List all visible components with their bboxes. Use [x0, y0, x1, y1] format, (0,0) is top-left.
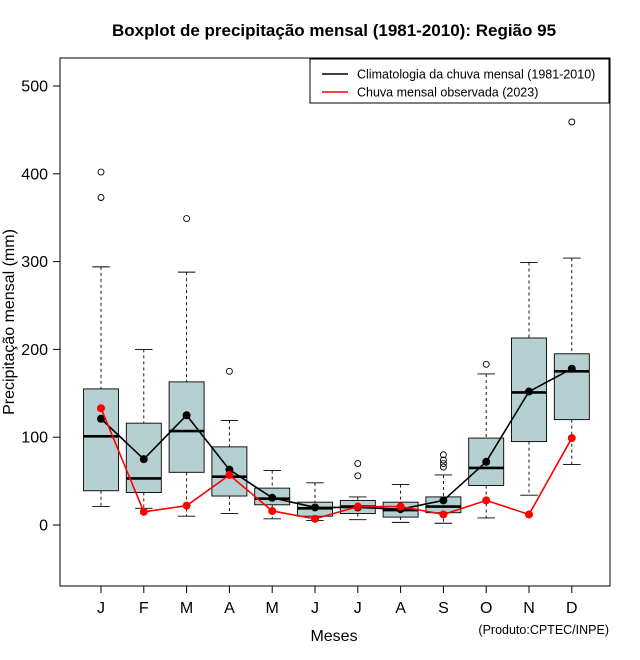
outlier-point — [482, 360, 490, 368]
climatology-point — [139, 455, 148, 464]
outlier-point — [354, 460, 362, 467]
y-axis: 0 100 200 300 400 500 — [21, 79, 60, 535]
x-tick-label: N — [523, 600, 535, 617]
observed-point — [567, 434, 576, 443]
outlier-point — [225, 367, 233, 375]
outlier-point — [439, 456, 447, 464]
y-axis-label: Precipitação mensal (mm) — [1, 229, 18, 415]
series-lines — [97, 364, 576, 523]
y-tick-label: 100 — [21, 430, 48, 447]
observed-point — [139, 507, 148, 516]
x-tick-label: M — [180, 600, 193, 617]
observed-point — [482, 496, 491, 505]
outlier-point — [439, 463, 447, 471]
observed-point — [525, 510, 534, 519]
climatology-point — [482, 457, 491, 466]
month-box — [168, 215, 205, 517]
x-tick-label: S — [438, 600, 449, 617]
iqr-box — [553, 353, 590, 421]
x-tick-label: A — [224, 600, 235, 617]
observed-point — [353, 502, 362, 511]
outlier-point — [439, 451, 447, 459]
y-tick-label: 0 — [39, 518, 48, 535]
climatology-point — [268, 493, 277, 502]
climatology-point — [525, 387, 534, 396]
climatology-point — [439, 496, 448, 505]
outlier-point — [97, 168, 105, 176]
observed-line — [100, 407, 573, 520]
plot-frame — [59, 57, 611, 587]
climatology-point — [182, 411, 191, 420]
legend: Climatologia da chuva mensal (1981-2010)… — [309, 58, 610, 104]
climatology-point — [310, 503, 319, 512]
y-tick-label: 200 — [21, 342, 48, 359]
climatology-line — [100, 368, 573, 510]
legend-climatology-label: Climatologia da chuva mensal (1981-2010) — [357, 68, 595, 82]
outlier-point — [568, 118, 576, 126]
observed-point — [268, 506, 277, 515]
x-tick-label: F — [139, 600, 149, 617]
outlier-point — [97, 194, 105, 201]
credit-text: (Produto:CPTEC/INPE) — [478, 623, 609, 637]
x-tick-label: D — [566, 600, 578, 617]
x-tick-label: J — [97, 600, 105, 617]
legend-observed-label: Chuva mensal observada (2023) — [357, 86, 538, 100]
observed-point — [182, 501, 191, 510]
observed-point — [396, 502, 405, 511]
x-tick-label: A — [395, 600, 406, 617]
outlier-point — [183, 215, 191, 223]
observed-point — [225, 470, 234, 479]
outlier-point — [354, 472, 362, 480]
x-axis-label: Meses — [310, 628, 357, 645]
month-box — [83, 168, 119, 508]
x-tick-label: J — [354, 600, 362, 617]
month-box — [125, 348, 162, 509]
box-group — [83, 118, 590, 524]
y-tick-label: 400 — [21, 166, 48, 183]
y-tick-label: 300 — [21, 254, 48, 271]
x-tick-label: M — [266, 600, 279, 617]
climatology-point — [567, 364, 576, 373]
x-tick-label: O — [480, 600, 492, 617]
y-tick-label: 500 — [21, 79, 48, 96]
x-tick-label: J — [311, 600, 319, 617]
month-box — [468, 360, 505, 519]
month-box — [211, 367, 248, 515]
outlier-point — [439, 460, 447, 467]
observed-point — [310, 514, 319, 523]
month-box — [511, 262, 547, 496]
legend-box — [309, 58, 610, 104]
month-box — [553, 118, 590, 465]
observed-point — [439, 510, 448, 519]
observed-point — [97, 404, 106, 413]
chart-title: Boxplot de precipitação mensal (1981-201… — [112, 21, 556, 40]
